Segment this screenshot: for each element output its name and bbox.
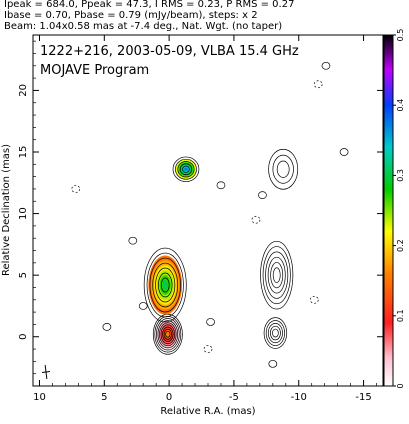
noise-contour <box>203 345 213 353</box>
x-tick-label: -10 <box>291 392 307 403</box>
colorbar-tick-label: 0.5 <box>396 29 405 42</box>
contour-line <box>262 246 291 305</box>
contour-line <box>152 262 179 308</box>
colorbar-tick-label: 0 <box>396 383 405 388</box>
contour-line <box>146 252 184 318</box>
contour-line <box>172 156 200 182</box>
contour-line <box>160 324 175 344</box>
y-tick-labels: 0 5 10 15 20 <box>18 84 29 340</box>
beam-marker <box>41 364 51 380</box>
contour-line <box>270 325 281 341</box>
plot-title: 1222+216, 2003-05-09, VLBA 15.4 GHz <box>40 44 299 59</box>
intensity-fill <box>162 280 169 290</box>
contour-line <box>182 165 190 173</box>
x-tick-label: 0 <box>166 392 172 403</box>
contour-line <box>260 240 294 310</box>
colorbar-tick-label: 0.2 <box>396 239 405 252</box>
x-tick-label: -5 <box>229 392 239 403</box>
contour-line <box>152 313 183 355</box>
contour-line <box>159 322 177 347</box>
noise-contour <box>313 80 323 89</box>
contour-line <box>272 154 294 184</box>
contour-line <box>162 326 174 342</box>
contour-line <box>177 161 195 178</box>
plot-frame <box>32 34 384 387</box>
jet-component-1 <box>143 247 187 323</box>
contour-line <box>163 328 172 340</box>
colorbar-gradient <box>383 34 394 387</box>
contour-line <box>267 256 286 294</box>
contour-line <box>160 277 170 293</box>
contour-line <box>265 320 285 346</box>
noise-contour <box>309 295 319 304</box>
x-tick-label: -15 <box>355 392 371 403</box>
x-tick-label: 5 <box>101 392 107 403</box>
contour-line <box>179 163 193 176</box>
colorbar-tick-label: 0.1 <box>396 309 405 322</box>
contour-line <box>155 318 180 351</box>
noise-contour <box>102 323 112 331</box>
contour-line <box>263 317 288 349</box>
header-line-2: Ibase = 0.70, Pbase = 0.79 (mJy/beam), s… <box>4 10 258 21</box>
noise-contour <box>251 215 261 224</box>
jet-component-0 <box>152 313 183 355</box>
contour-line <box>175 158 197 180</box>
y-tick-label: 15 <box>18 146 29 159</box>
intensity-fill <box>165 331 170 337</box>
header-line-3: Beam: 1.04x0.58 mas at -7.4 deg., Nat. W… <box>4 21 283 32</box>
colorbar-tick-label: 0.4 <box>396 99 405 112</box>
contour-line <box>267 322 283 344</box>
contour-line <box>157 320 179 349</box>
contour-line <box>272 267 281 283</box>
contour-line <box>265 251 289 299</box>
noise-contour <box>128 236 138 245</box>
y-axis-title: Relative Declination (mas) <box>1 144 12 276</box>
contour-line <box>268 148 299 190</box>
noise-contour <box>216 181 226 190</box>
x-axis-title: Relative R.A. (mas) <box>160 406 255 417</box>
contour-line <box>143 247 187 323</box>
colorbar: 0 0.1 0.2 0.3 0.4 0.5 <box>383 29 405 389</box>
noise-contour <box>71 185 81 193</box>
noise-contour <box>268 359 278 368</box>
y-tick-label: 0 <box>18 334 29 340</box>
y-tick-label: 20 <box>18 84 29 97</box>
jet-component-4 <box>263 317 288 349</box>
contour-line <box>158 272 173 298</box>
jet-component-3 <box>260 240 294 310</box>
jet-component-5 <box>268 148 299 190</box>
intensity-fill <box>184 167 188 171</box>
noise-contour <box>138 302 148 310</box>
noise-contour <box>206 318 215 326</box>
x-tick-label: 10 <box>33 392 46 403</box>
x-tick-labels: 10 5 0 -5 -10 -15 <box>33 392 372 403</box>
contour-line <box>276 160 290 178</box>
y-tick-label: 5 <box>18 272 29 278</box>
noise-contour <box>258 191 267 199</box>
jet-component-2 <box>172 156 200 182</box>
contour-line <box>165 330 171 338</box>
colorbar-tick-label: 0.3 <box>396 169 405 182</box>
y-tick-label: 10 <box>18 207 29 220</box>
noise-contour <box>339 148 349 156</box>
contour-line <box>270 262 284 289</box>
header-line-1: Ipeak = 684.0, Ppeak = 47.3, I RMS = 0.2… <box>4 0 295 10</box>
plot-subtitle: MOJAVE Program <box>40 63 149 78</box>
contour-line <box>149 257 181 313</box>
contour-line <box>155 267 176 303</box>
contour-line <box>272 328 279 338</box>
noise-contour <box>321 61 331 70</box>
